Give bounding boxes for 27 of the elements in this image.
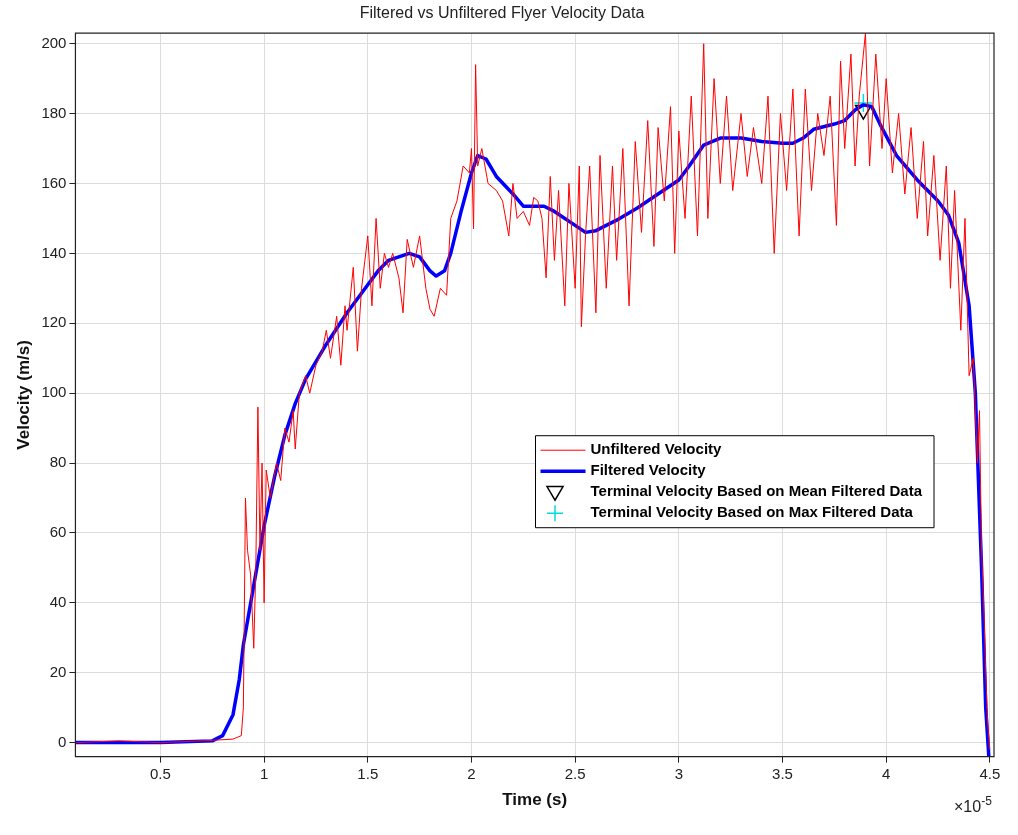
y-tick-label: 20 (49, 662, 67, 680)
x-tick-label: 0.5 (150, 764, 171, 782)
x-tick-label: 1.5 (357, 764, 379, 782)
x-tick-label: 1 (259, 764, 269, 782)
y-axis-title: Velocity (m/s) (13, 340, 33, 450)
y-tick-label: 200 (41, 33, 67, 51)
legend-label: Filtered Velocity (590, 461, 707, 479)
y-tick-label: 180 (41, 103, 67, 121)
x-axis-title: Time (s) (502, 790, 568, 810)
y-tick-label: 120 (41, 313, 67, 331)
x-tick-label: 4.5 (979, 764, 1001, 782)
x-tick-label: 2.5 (564, 764, 586, 782)
y-tick-label: 80 (49, 453, 67, 471)
x-tick-label: 3 (674, 764, 683, 782)
y-tick-label: 100 (41, 383, 67, 401)
chart-title: Filtered vs Unfiltered Flyer Velocity Data (359, 4, 645, 22)
y-tick-label: 140 (41, 243, 67, 261)
legend-label: Unfiltered Velocity (590, 440, 723, 458)
y-tick-label: 40 (49, 592, 67, 610)
x-tick-label: 2 (467, 764, 476, 782)
legend-label: Terminal Velocity Based on Max Filtered Data (590, 503, 914, 521)
y-tick-label: 60 (49, 523, 67, 541)
x-tick-label: 4 (882, 764, 891, 782)
y-tick-label: 0 (58, 732, 67, 750)
y-tick-label: 160 (41, 173, 67, 191)
legend-label: Terminal Velocity Based on Mean Filtered Data (590, 482, 923, 500)
x-tick-label: 3.5 (772, 764, 793, 782)
